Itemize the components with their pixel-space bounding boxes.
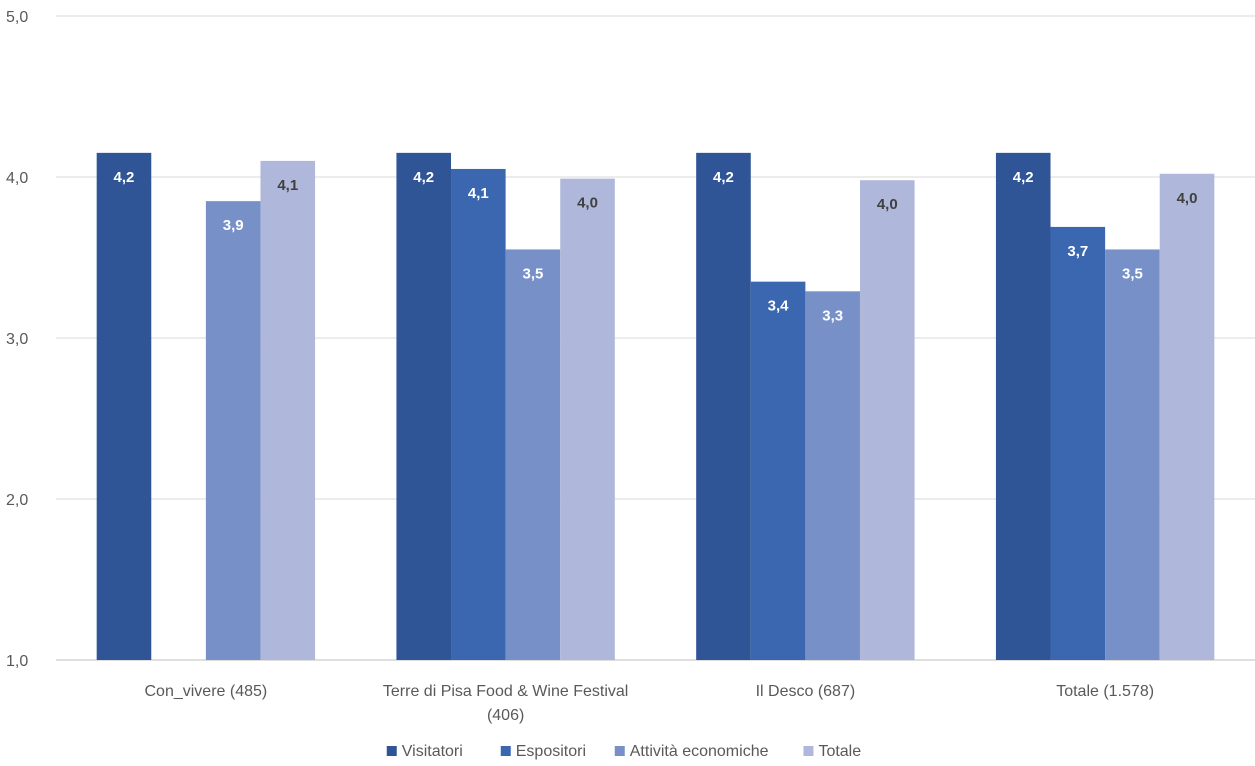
- legend-item-attivit-economiche[interactable]: Attività economiche: [614, 743, 769, 760]
- legend-label: Totale: [818, 743, 861, 760]
- y-tick-label: 4,0: [6, 170, 28, 187]
- bar-attivit-economiche[interactable]: [1105, 249, 1160, 660]
- legend-swatch: [803, 746, 814, 756]
- x-category-label: Il Desco (687): [756, 683, 856, 700]
- x-category-label: Terre di Pisa Food & Wine Festival: [383, 683, 628, 700]
- data-label: 4,0: [877, 196, 898, 213]
- y-tick-label: 5,0: [6, 9, 28, 26]
- data-label: 3,7: [1067, 243, 1088, 260]
- bar-espositori[interactable]: [451, 168, 506, 660]
- bar-espositori[interactable]: [750, 281, 806, 660]
- bar-visitatori[interactable]: [396, 152, 452, 660]
- bar-attivit-economiche[interactable]: [505, 249, 561, 660]
- legend-swatch: [386, 746, 397, 756]
- y-tick-label: 2,0: [6, 492, 28, 509]
- data-labels: 4,2 4,2 4,2 4,2 4,1 3,4 3,7 3,9 3,5 3,3 3,5 4,1 4,0 4…: [114, 169, 1198, 324]
- data-label: 4,1: [468, 185, 489, 202]
- legend-label: Espositori: [516, 743, 586, 760]
- bars: [96, 152, 1215, 661]
- bar-visitatori[interactable]: [696, 152, 751, 660]
- data-label: 4,1: [277, 177, 298, 194]
- data-label: 3,9: [223, 217, 244, 234]
- data-label: 3,5: [1122, 265, 1143, 282]
- data-label: 3,3: [822, 307, 843, 324]
- data-label: 4,2: [713, 169, 734, 186]
- data-label: 3,4: [768, 298, 790, 315]
- legend-item-visitatori[interactable]: Visitatori: [386, 743, 463, 760]
- legend-item-espositori[interactable]: Espositori: [500, 743, 586, 760]
- bar-attivit-economiche[interactable]: [805, 291, 860, 660]
- data-label: 4,2: [413, 169, 434, 186]
- legend[interactable]: Visitatori Espositori Attività economiche T…: [386, 743, 861, 760]
- bar-espositori[interactable]: [1050, 226, 1106, 660]
- legend-swatch: [500, 746, 511, 756]
- bar-totale[interactable]: [1159, 173, 1215, 660]
- bar-visitatori[interactable]: [995, 152, 1051, 660]
- y-tick-label: 3,0: [6, 331, 28, 348]
- bar-visitatori[interactable]: [96, 152, 152, 660]
- legend-label: Attività economiche: [630, 743, 769, 760]
- bar-totale[interactable]: [560, 178, 615, 661]
- data-label: 3,5: [522, 265, 543, 282]
- x-category-label: (406): [487, 707, 524, 724]
- data-label: 4,2: [1013, 169, 1034, 186]
- y-axis: 1,0 2,0 3,0 4,0 5,0: [6, 9, 28, 670]
- y-tick-label: 1,0: [6, 653, 28, 670]
- legend-swatch: [614, 746, 625, 756]
- x-category-label: Totale (1.578): [1056, 683, 1154, 700]
- data-label: 4,0: [577, 195, 598, 212]
- bar-totale[interactable]: [260, 160, 316, 660]
- bar-attivit-economiche[interactable]: [205, 201, 261, 660]
- x-axis: Con_vivere (485) Terre di Pisa Food & Win…: [145, 683, 1155, 724]
- x-category-label: Con_vivere (485): [145, 683, 268, 700]
- data-label: 4,0: [1177, 190, 1198, 207]
- legend-label: Visitatori: [402, 743, 463, 760]
- bar-totale[interactable]: [859, 180, 915, 660]
- legend-item-totale[interactable]: Totale: [803, 743, 861, 760]
- data-label: 4,2: [114, 169, 135, 186]
